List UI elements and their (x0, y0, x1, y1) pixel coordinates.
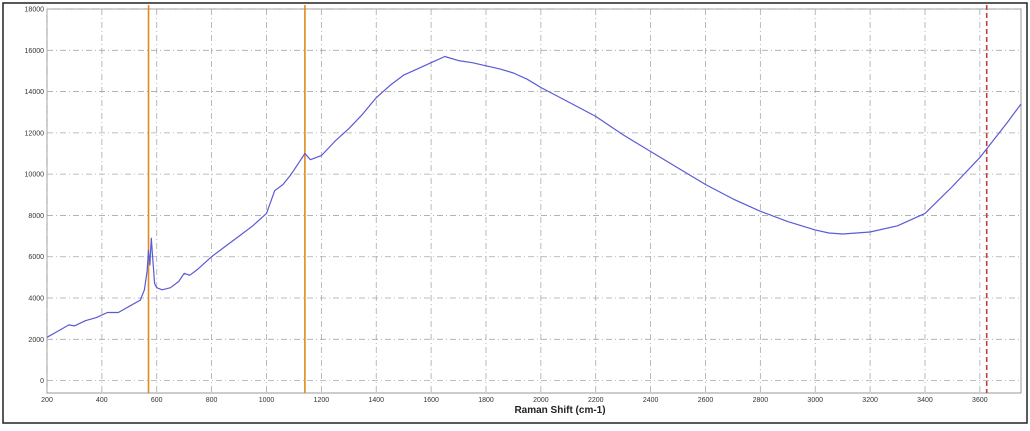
x-tick-label: 3200 (862, 397, 878, 404)
x-tick-label: 3400 (917, 397, 933, 404)
x-tick-label: 200 (41, 397, 53, 404)
series-line-1 (46, 55, 1022, 338)
y-tick-label: 4000 (28, 296, 44, 303)
x-tick-label: 2000 (533, 397, 549, 404)
x-tick-label: 400 (96, 397, 108, 404)
x-axis-label: Raman Shift (cm-1) (514, 405, 605, 416)
y-tick-label: 12000 (25, 130, 45, 137)
x-tick-label: 3600 (972, 397, 988, 404)
y-tick-label: 16000 (25, 48, 45, 55)
y-tick-label: 6000 (28, 254, 44, 261)
x-tick-label: 1400 (368, 397, 384, 404)
x-tick-label: 600 (151, 397, 163, 404)
y-tick-label: 0 (40, 378, 44, 385)
x-tick-label: 2400 (643, 397, 659, 404)
x-tick-label: 1600 (423, 397, 439, 404)
y-tick-label: 10000 (25, 172, 45, 179)
x-tick-label: 1000 (259, 397, 275, 404)
x-tick-label: 2600 (698, 397, 714, 404)
y-tick-label: 18000 (25, 7, 45, 14)
series-layer (46, 55, 1022, 338)
vertical-markers (147, 5, 988, 393)
x-tick-label: 800 (206, 397, 218, 404)
plot-area (46, 8, 1022, 394)
y-tick-label: 14000 (25, 89, 45, 96)
x-tick-label: 2200 (588, 397, 604, 404)
x-tick-label: 1800 (478, 397, 494, 404)
y-tick-label: 2000 (28, 337, 44, 344)
x-tick-label: 2800 (753, 397, 769, 404)
x-tick-label: 1200 (314, 397, 330, 404)
grid-lines (46, 8, 1021, 393)
tick-labels: 200 400 600 800 1000 1200 1400 1600 1800 2000 2200… (25, 7, 988, 405)
x-tick-label: 3000 (807, 397, 823, 404)
y-tick-label: 8000 (28, 213, 44, 220)
